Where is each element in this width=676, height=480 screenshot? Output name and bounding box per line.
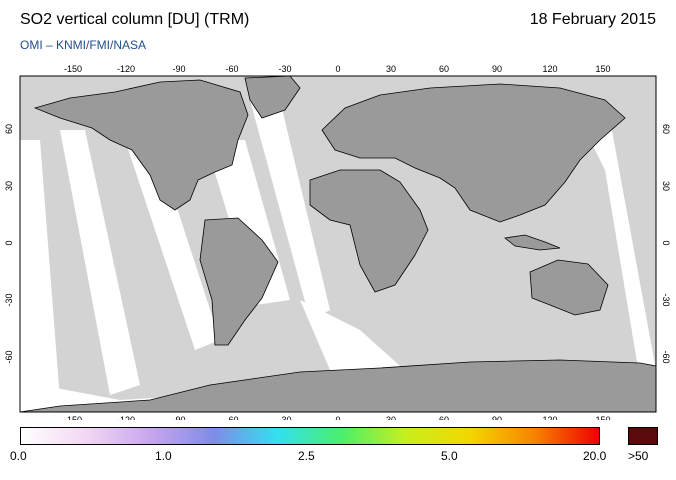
scale-label-4: 20.0 [583, 449, 607, 463]
lon-tick-top: 150 [595, 64, 610, 74]
lat-tick-right: 60 [661, 124, 671, 134]
lon-tick-top: -120 [117, 64, 135, 74]
swath-gaps [20, 100, 656, 412]
scale-label-2: 2.5 [298, 449, 315, 463]
lon-tick-bottom: 60 [439, 415, 449, 420]
map-frame [19, 75, 657, 413]
land [19, 75, 657, 413]
lon-tick-top: 120 [542, 64, 557, 74]
antarctica [19, 359, 657, 413]
lat-tick-left: 60 [4, 124, 14, 134]
australia [529, 259, 609, 316]
lon-tick-bottom: 150 [595, 415, 610, 420]
map-title: SO2 vertical column [DU] (TRM) [20, 11, 250, 28]
swath-gap-7 [580, 120, 656, 380]
swath-gap-2 [60, 130, 140, 395]
lat-ticks-left: 60 30 0 -30 -60 [4, 124, 14, 364]
europe-asia [321, 83, 626, 223]
scale-label-3: 5.0 [441, 449, 458, 463]
lat-tick-right: -30 [661, 293, 671, 306]
lat-tick-left: -60 [4, 350, 14, 363]
lat-tick-left: 30 [4, 181, 14, 191]
lon-tick-top: 60 [439, 64, 449, 74]
lon-tick-bottom: -30 [278, 415, 291, 420]
scale-overflow-label: >50 [628, 449, 649, 463]
lon-tick-bottom: -120 [117, 415, 135, 420]
africa [309, 169, 429, 293]
color-scale-bar [20, 427, 600, 445]
swath-gap-3 [120, 125, 220, 350]
lon-tick-top: -150 [64, 64, 82, 74]
lat-ticks-right: 60 30 0 -30 -60 [661, 124, 671, 364]
lon-tick-top: -30 [278, 64, 291, 74]
data-credit: OMI – KNMI/FMI/NASA [20, 38, 147, 52]
scale-label-1: 1.0 [155, 449, 172, 463]
swath-gap-6 [300, 300, 410, 375]
overflow-color-box [628, 427, 658, 445]
lon-tick-bottom: 120 [542, 415, 557, 420]
lat-tick-right: 0 [661, 240, 671, 245]
lon-tick-top: -60 [225, 64, 238, 74]
south-america [199, 217, 279, 346]
lon-tick-bottom: 0 [335, 415, 340, 420]
lat-tick-left: 0 [4, 240, 14, 245]
lon-tick-bottom: -60 [225, 415, 238, 420]
lon-tick-top: 0 [335, 64, 340, 74]
swath-gap-1 [20, 140, 60, 412]
map-date: 18 February 2015 [529, 11, 656, 28]
lon-tick-bottom: 90 [492, 415, 502, 420]
lon-tick-top: 90 [492, 64, 502, 74]
lat-tick-right: -60 [661, 350, 671, 363]
lon-tick-top: 30 [386, 64, 396, 74]
indonesia [504, 234, 561, 251]
swath-gap-5 [250, 100, 330, 320]
north-america [33, 79, 249, 211]
lon-tick-bottom: -150 [64, 415, 82, 420]
so2-world-map: -150 -120 -90 -60 -30 0 30 60 90 120 150… [4, 64, 671, 420]
lat-tick-left: -30 [4, 293, 14, 306]
lon-ticks-bottom: -150 -120 -90 -60 -30 0 30 60 90 120 150 [64, 415, 611, 420]
lon-tick-bottom: 30 [386, 415, 396, 420]
scale-label-0: 0.0 [10, 449, 27, 463]
lat-tick-right: 30 [661, 181, 671, 191]
lon-tick-top: -90 [172, 64, 185, 74]
lon-tick-bottom: -90 [172, 415, 185, 420]
lon-ticks-top: -150 -120 -90 -60 -30 0 30 60 90 120 150 [64, 64, 611, 74]
